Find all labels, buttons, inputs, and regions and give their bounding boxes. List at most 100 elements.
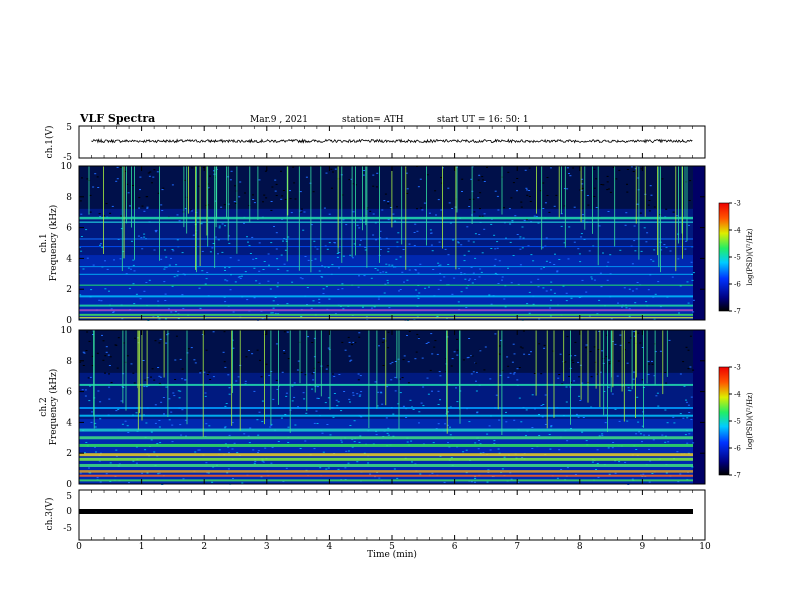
spectrogram-speckle	[121, 318, 124, 320]
spectrogram-speckle	[385, 237, 388, 239]
spectrogram-speckle	[174, 311, 177, 313]
spectrogram-speckle	[465, 307, 468, 308]
spectrogram-speckle	[105, 346, 108, 348]
spectrogram-speckle	[384, 283, 387, 285]
spectrogram-speckle	[104, 288, 107, 290]
spectrogram-speckle	[177, 270, 180, 272]
spectrogram-speckle	[107, 354, 110, 356]
spectrogram-speckle	[115, 180, 118, 182]
spectrogram-speckle	[418, 336, 420, 338]
spectrogram-speckle	[148, 175, 151, 177]
spectrogram-speckle	[437, 199, 440, 201]
spectrogram-speckle	[352, 341, 355, 343]
spectrogram-speckle	[555, 194, 558, 196]
spectrogram-speckle	[478, 215, 481, 217]
spectrogram-speckle	[85, 350, 88, 351]
spectrogram-speckle	[470, 178, 473, 180]
spectrogram-speckle	[181, 368, 184, 370]
spectrogram-speckle	[205, 462, 208, 464]
spectrogram-speckle	[251, 236, 254, 238]
spectrogram-speckle	[248, 350, 250, 351]
spectrogram-speckle	[264, 170, 267, 172]
spectrogram-speckle	[448, 202, 451, 204]
spectrogram-speckle	[145, 282, 148, 283]
spectrogram-speckle	[240, 275, 243, 277]
spectrogram-speckle	[304, 440, 307, 442]
spectrogram-speckle	[637, 421, 640, 423]
spectrogram-speckle	[470, 373, 473, 375]
spectrogram-speckle	[626, 420, 629, 422]
spectrogram-speckle	[168, 398, 171, 400]
spectrogram-speckle	[280, 417, 283, 419]
spectrogram-speckle	[435, 214, 437, 216]
spectrogram-speckle	[533, 373, 536, 374]
spectrogram-speckle	[130, 268, 132, 270]
spectrogram-speckle	[473, 211, 476, 213]
spectrogram-speckle	[416, 230, 419, 232]
spectrogram-speckle	[466, 226, 469, 228]
spectrogram-speckle	[79, 294, 82, 296]
spectrogram-speckle	[414, 223, 417, 225]
spectrogram-speckle	[606, 279, 609, 281]
spectrogram-speckle	[621, 306, 623, 308]
spectrogram-speckle	[362, 306, 364, 308]
spectrogram-speckle	[217, 253, 219, 255]
spectrogram-speckle	[229, 289, 232, 291]
spectrogram-speckle	[371, 307, 373, 309]
spectrogram-speckle	[440, 177, 443, 179]
spectrogram-speckle	[474, 481, 476, 483]
spectrogram-speckle	[493, 264, 496, 266]
spectrogram-speckle	[591, 278, 593, 280]
spectrogram-speckle	[408, 269, 411, 271]
spectrogram-speckle	[441, 182, 444, 184]
spectrogram-speckle	[164, 293, 167, 295]
spectrogram-speckle	[139, 298, 142, 300]
spectrogram-speckle	[360, 416, 363, 418]
spectrogram-speckle	[570, 428, 572, 429]
spectrogram-speckle	[593, 196, 596, 197]
spectrogram-speckle	[156, 443, 159, 445]
spectrogram-speckle	[446, 424, 449, 426]
spectrogram-speckle	[287, 236, 290, 238]
spectrogram-speckle	[652, 439, 655, 441]
spectrogram-speckle	[150, 439, 153, 441]
spectrogram-speckle	[257, 450, 260, 452]
spectrogram-speckle	[156, 171, 159, 173]
spectrogram-speckle	[428, 212, 431, 214]
spectrogram-speckle	[692, 369, 695, 371]
spectrogram-speckle	[673, 422, 676, 424]
ch2-ylabel-channel: ch.2	[39, 397, 49, 416]
spectrogram-speckle	[494, 333, 497, 335]
spectrogram-speckle	[302, 392, 305, 394]
spectrogram-speckle	[626, 362, 629, 364]
spectrogram-speckle	[218, 449, 221, 451]
spectrogram-speckle	[244, 192, 246, 194]
spectrogram-speckle	[347, 450, 350, 452]
spectrogram-speckle	[553, 205, 556, 207]
spectrogram-speckle	[453, 351, 456, 353]
spectrogram-speckle	[479, 443, 482, 445]
spectrogram-speckle	[239, 278, 242, 279]
spectrogram-speckle	[574, 355, 577, 357]
spectrogram-speckle	[158, 426, 161, 428]
spectrogram-speckle	[353, 243, 356, 245]
spectrogram-speckle	[619, 334, 622, 336]
spectrogram-speckle	[244, 380, 247, 382]
spectrogram-speckle	[140, 237, 143, 239]
spectrogram-speckle	[431, 472, 434, 474]
spectrogram-band	[79, 189, 693, 194]
spectrogram-speckle	[253, 462, 256, 464]
spectrogram-speckle	[642, 473, 645, 475]
spectrogram-speckle	[452, 239, 455, 241]
spectrogram-speckle	[612, 166, 615, 168]
spectrogram-speckle	[91, 365, 94, 367]
spectrogram-speckle	[227, 374, 230, 376]
spectrogram-speckle	[546, 177, 549, 178]
spectrogram-speckle	[238, 196, 241, 198]
spectrogram-speckle	[253, 267, 256, 269]
spectrogram-speckle	[356, 393, 359, 395]
spectrogram-speckle	[359, 375, 362, 377]
spectrogram-speckle	[223, 361, 226, 363]
spectrogram-speckle	[648, 481, 651, 483]
spectrogram-band	[79, 304, 693, 307]
